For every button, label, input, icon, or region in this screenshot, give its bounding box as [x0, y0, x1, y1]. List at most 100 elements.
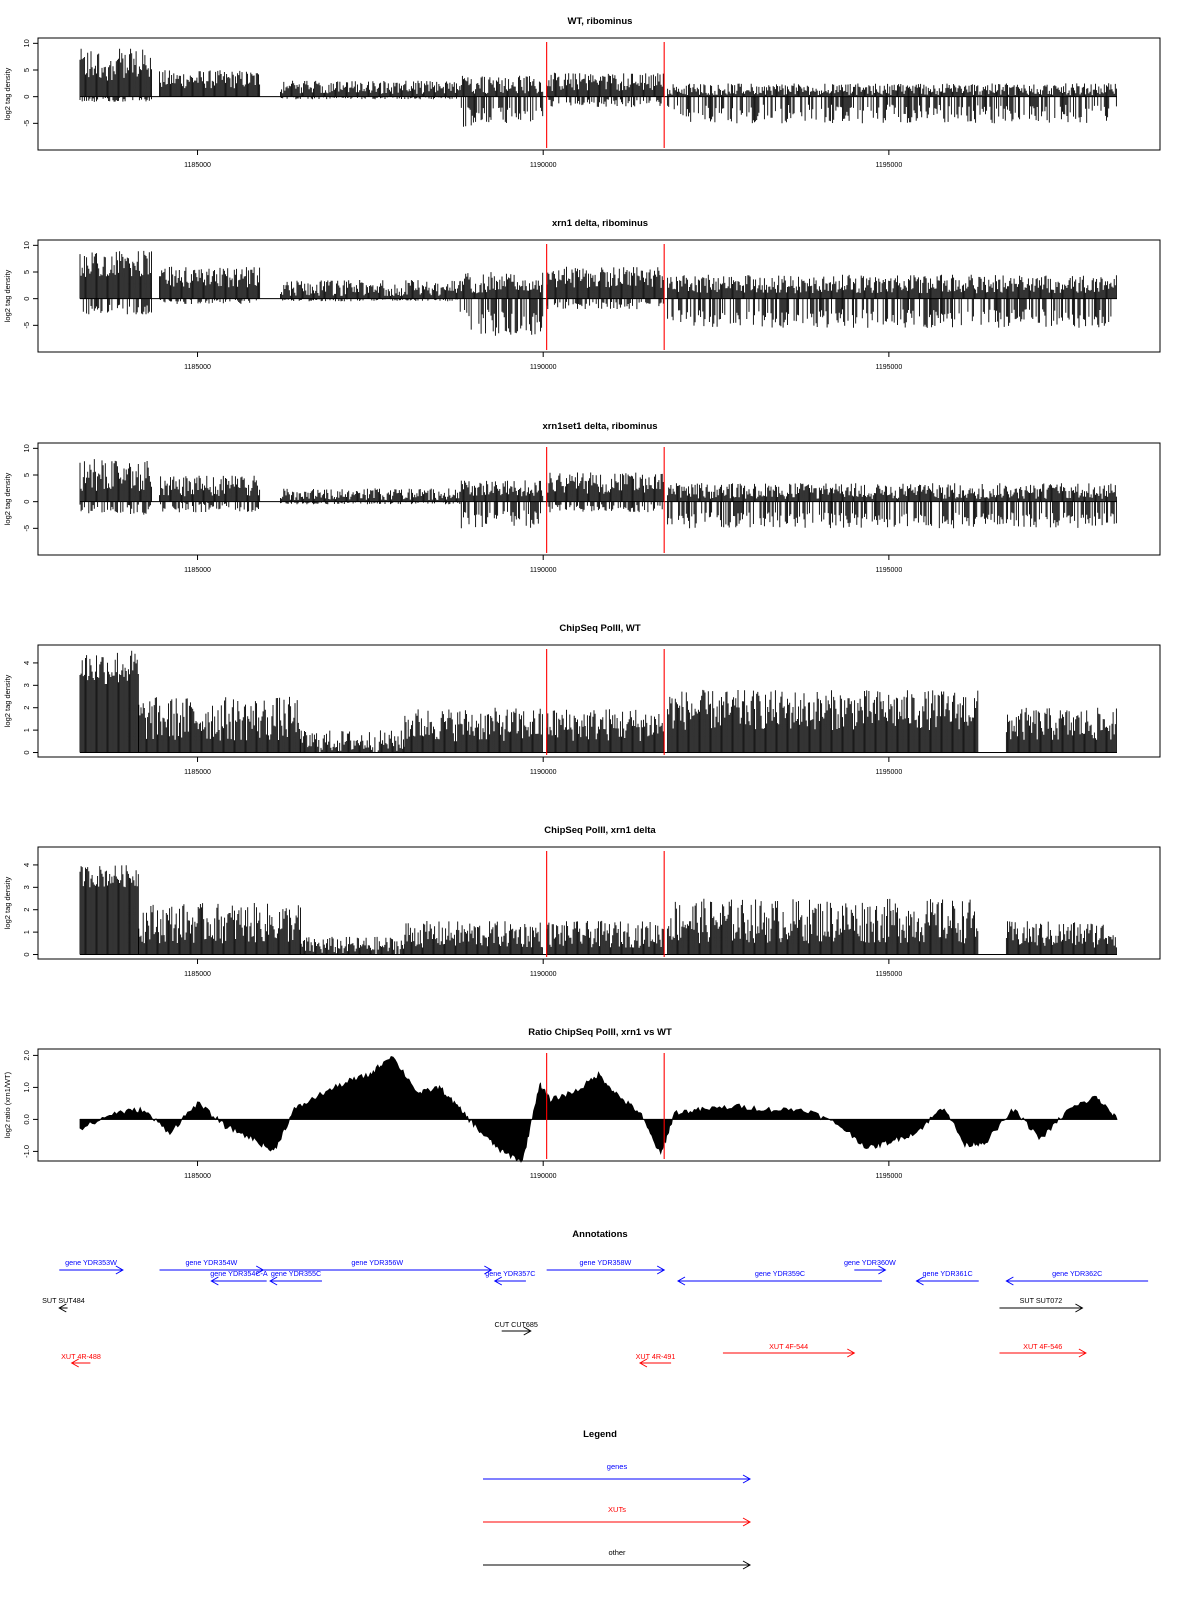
y-axis-label: log2 tag density	[3, 67, 12, 120]
x-tick-label: 1190000	[530, 364, 557, 371]
feature-gene-ydr362c: gene YDR362C	[1005, 1269, 1149, 1286]
plot-frame	[37, 442, 1161, 556]
signal-bars	[79, 250, 1117, 336]
x-tick-label: 1190000	[530, 162, 557, 169]
feature-gene-ydr354w: gene YDR354W	[159, 1258, 265, 1275]
track-title: ChipSeq PolII, WT	[559, 623, 640, 634]
legend-item-genes: genes	[483, 1462, 752, 1484]
arrowhead-right-icon	[115, 1265, 124, 1275]
arrowhead-right-icon	[255, 1265, 265, 1275]
arrowhead-right-icon	[742, 1474, 752, 1484]
series-chip_wt	[79, 650, 1117, 754]
y-tick-label: 2.0	[22, 1050, 31, 1060]
signal-bars	[79, 865, 1117, 955]
arrowhead-right-icon	[1078, 1348, 1087, 1358]
plot-frame	[37, 846, 1161, 960]
arrowhead-left-icon	[1005, 1276, 1014, 1286]
x-tick-label: 1190000	[530, 769, 557, 776]
y-tick-label: -5	[22, 525, 31, 532]
arrowhead-right-icon	[878, 1265, 887, 1275]
legend-title: Legend	[583, 1429, 617, 1440]
feature-xut-4f-544: XUT 4F-544	[722, 1342, 856, 1358]
y-tick-label: 1.0	[22, 1082, 31, 1092]
feature-label: gene YDR359C	[755, 1269, 805, 1278]
y-tick-label: 2	[22, 706, 31, 710]
arrowhead-left-icon	[676, 1276, 686, 1286]
y-tick-label: 4	[22, 661, 31, 665]
x-tick-label: 1190000	[530, 1173, 557, 1180]
feature-label: gene YDR354C-A	[210, 1269, 268, 1278]
feature-xut-4r-488: XUT 4R-488	[61, 1352, 101, 1368]
track-title: ChipSeq PolII, xrn1 delta	[544, 825, 656, 836]
legend-label: XUTs	[608, 1505, 626, 1514]
x-tick-label: 1185000	[184, 567, 211, 574]
plot-frame	[37, 1048, 1161, 1162]
feature-sut-sut484: SUT SUT484	[42, 1296, 85, 1313]
feature-label: gene YDR362C	[1052, 1269, 1102, 1278]
arrowhead-right-icon	[523, 1326, 532, 1336]
feature-gene-ydr356w: gene YDR356W	[263, 1258, 493, 1275]
track-xrn1: xrn1 delta, ribominus 10 5 0 -5 log2 tag dens…	[3, 218, 1161, 371]
arrowhead-left-icon	[493, 1276, 503, 1286]
feature-label: XUT 4R-488	[61, 1352, 101, 1361]
track-chip_xrn1: ChipSeq PolII, xrn1 delta 4 3 2 1 0 log2 tag d…	[3, 825, 1161, 978]
y-tick-label: 0	[22, 952, 31, 956]
feature-gene-ydr359c: gene YDR359C	[676, 1269, 882, 1286]
y-tick-label: 10	[22, 444, 31, 452]
y-axis-label: log2 tag density	[3, 269, 12, 322]
y-tick-label: 5	[22, 68, 31, 72]
y-axis-label: log2 tag density	[3, 876, 12, 929]
arrowhead-left-icon	[915, 1276, 924, 1286]
feature-gene-ydr360w: gene YDR360W	[844, 1258, 896, 1275]
series-wt	[79, 48, 1117, 127]
legend: Legend genes XUTs other	[483, 1429, 752, 1570]
signal-bars	[79, 650, 1117, 753]
track-chip_wt: ChipSeq PolII, WT 4 3 2 1 0 log2 tag density 11…	[3, 623, 1161, 776]
series-xrn1set1	[79, 459, 1117, 529]
plot-frame	[37, 239, 1161, 353]
feature-xut-4f-546: XUT 4F-546	[999, 1342, 1087, 1358]
legend-item-xuts: XUTs	[483, 1505, 752, 1527]
feature-label: XUT 4F-544	[769, 1342, 808, 1351]
arrowhead-right-icon	[1075, 1303, 1084, 1313]
y-tick-label: -1.0	[22, 1145, 31, 1158]
arrowhead-right-icon	[656, 1265, 666, 1275]
series-ratio	[79, 1056, 1118, 1163]
legend-item-other: other	[483, 1548, 752, 1570]
feature-sut-sut072: SUT SUT072	[999, 1296, 1084, 1313]
arrowhead-left-icon	[269, 1276, 278, 1286]
y-tick-label: 3	[22, 683, 31, 687]
feature-label: gene YDR357C	[485, 1269, 535, 1278]
feature-label: XUT 4F-546	[1023, 1342, 1062, 1351]
y-tick-label: 3	[22, 885, 31, 889]
x-tick-label: 1195000	[875, 971, 902, 978]
feature-label: gene YDR361C	[923, 1269, 973, 1278]
x-tick-label: 1185000	[184, 971, 211, 978]
feature-gene-ydr358w: gene YDR358W	[546, 1258, 666, 1275]
y-tick-label: 4	[22, 863, 31, 867]
x-tick-label: 1190000	[530, 567, 557, 574]
track-title: xrn1 delta, ribominus	[552, 218, 648, 229]
y-axis-label: log2 tag density	[3, 674, 12, 727]
y-tick-label: 10	[22, 241, 31, 249]
feature-gene-ydr361c: gene YDR361C	[915, 1269, 979, 1286]
series-xrn1	[79, 250, 1117, 336]
y-tick-label: 0	[22, 95, 31, 99]
signal-bars	[79, 459, 1117, 529]
y-axis-label: log2 tag density	[3, 472, 12, 525]
y-tick-label: 2	[22, 908, 31, 912]
y-tick-label: 1	[22, 728, 31, 732]
annotations: Annotations gene YDR353W gene YDR354W gene …	[42, 1229, 1149, 1368]
y-tick-label: 0.0	[22, 1114, 31, 1124]
feature-gene-ydr353w: gene YDR353W	[59, 1258, 124, 1275]
y-tick-label: 0	[22, 500, 31, 504]
arrowhead-left-icon	[210, 1276, 219, 1286]
feature-label: XUT 4R-491	[636, 1352, 676, 1361]
feature-label: SUT SUT072	[1020, 1296, 1063, 1305]
feature-label: gene YDR354W	[185, 1258, 237, 1267]
y-tick-label: -5	[22, 120, 31, 127]
feature-label: SUT SUT484	[42, 1296, 85, 1305]
feature-label: CUT CUT685	[495, 1320, 538, 1329]
x-tick-label: 1185000	[184, 1173, 211, 1180]
